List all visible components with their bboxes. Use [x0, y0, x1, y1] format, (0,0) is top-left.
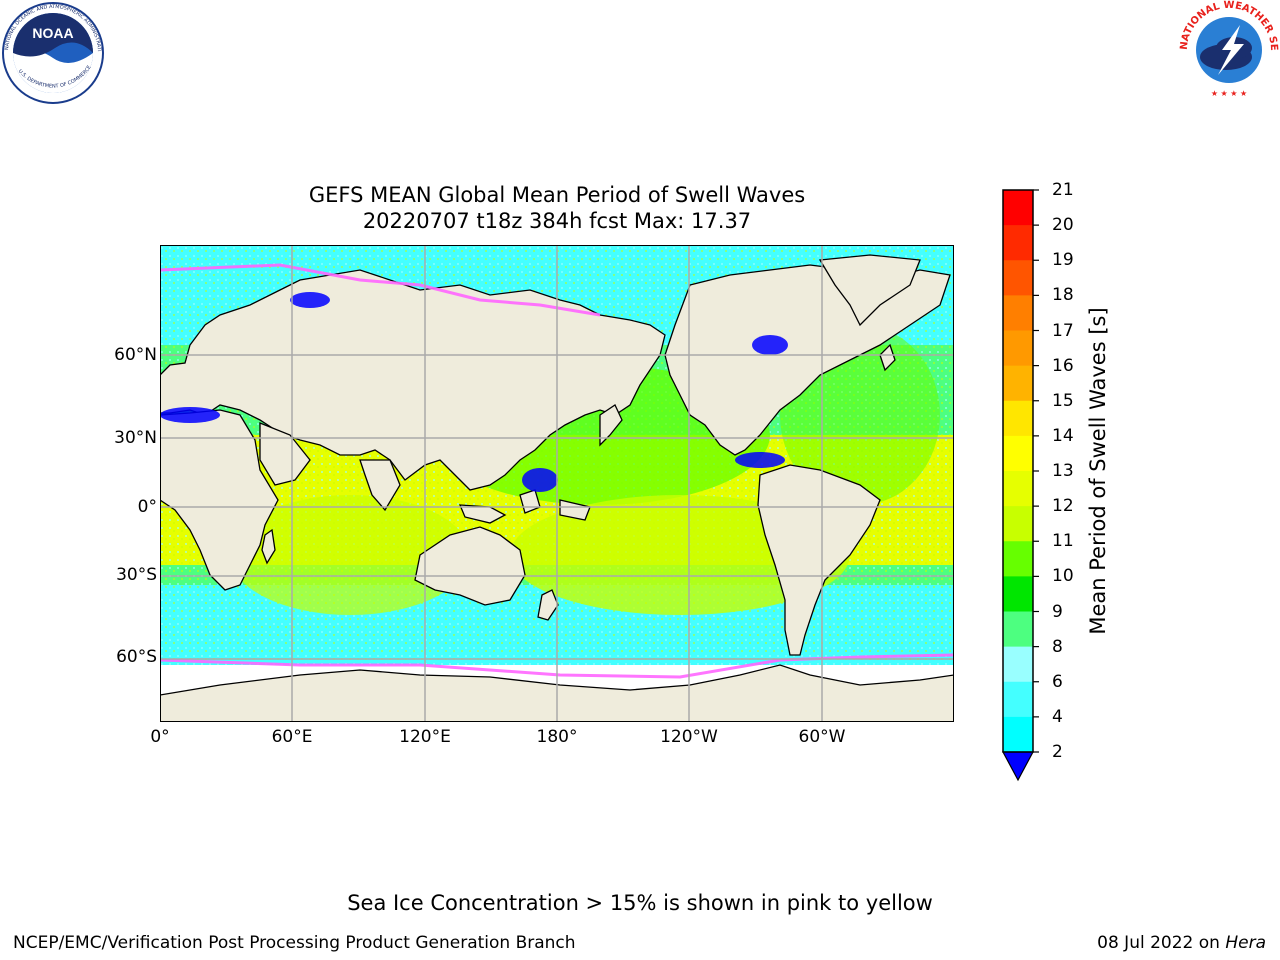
lat-label-30s: 30°S	[116, 565, 157, 585]
land-south-america	[757, 464, 881, 656]
patch-south-china-sea	[522, 468, 558, 492]
land-new-zealand	[537, 589, 559, 621]
colorbar-tick-label: 2	[1052, 742, 1063, 762]
colorbar-segment	[1003, 471, 1033, 507]
ice-edge-antarctic	[160, 653, 954, 679]
patch-mediterranean	[160, 407, 220, 423]
chart-subtitle: 20220707 t18z 384h fcst Max: 17.37	[362, 209, 752, 233]
colorbar-segment	[1003, 506, 1033, 542]
lon-label-0: 0°	[150, 727, 170, 747]
colorbar-segment	[1003, 295, 1033, 331]
land-greenland	[818, 254, 921, 327]
colorbar-tick-label: 14	[1052, 425, 1074, 446]
ice-edge-arctic	[160, 263, 601, 317]
sea-ice-note: Sea Ice Concentration > 15% is shown in …	[347, 891, 933, 915]
land-british-isles	[879, 343, 896, 372]
colorbar-tick-label: 8	[1052, 636, 1063, 657]
colorbar-segment	[1003, 435, 1033, 472]
lat-label-eq: 0°	[137, 497, 157, 517]
colorbar-tick-label: 19	[1052, 250, 1074, 271]
land-africa	[160, 409, 279, 591]
footer-organization: NCEP/EMC/Verification Post Processing Pr…	[13, 933, 576, 953]
noaa-logo: NOAA NATIONAL OCEANIC AND ATMOSPHERIC AD…	[0, 0, 104, 104]
colorbar-label: Mean Period of Swell Waves [s]	[1086, 307, 1110, 635]
land-papua	[559, 499, 591, 521]
colorbar-tick-label: 21	[1052, 180, 1074, 200]
colorbar-segment	[1003, 260, 1033, 296]
colorbar-tick-label: 16	[1052, 355, 1074, 376]
colorbar-extend-arrow	[1001, 751, 1035, 782]
colorbar-segment	[1003, 646, 1033, 683]
lat-label-30n: 30°N	[114, 428, 157, 448]
colorbar-tick-label: 6	[1052, 671, 1063, 692]
lon-label-60w: 60°W	[798, 727, 846, 747]
colorbar-segment	[1003, 330, 1033, 367]
footer-host: Hera	[1225, 933, 1266, 953]
land-india	[359, 459, 401, 512]
chart-title: GEFS MEAN Global Mean Period of Swell Wa…	[308, 183, 806, 207]
colorbar-segment	[1003, 190, 1033, 226]
colorbar-segment	[1003, 576, 1033, 612]
colorbar-segment	[1003, 365, 1033, 402]
patch-hudson	[752, 335, 788, 355]
lat-label-60n: 60°N	[114, 345, 157, 365]
colorbar	[1001, 189, 1039, 782]
nws-logo: NATIONAL WEATHER SERVICE ★ ★ ★ ★	[1178, 0, 1279, 98]
indian-ocean-zone	[230, 495, 470, 615]
colorbar-tick-label: 10	[1052, 566, 1074, 587]
colorbar-segment	[1003, 541, 1033, 577]
lon-label-120e: 120°E	[399, 727, 451, 747]
lon-label-120w: 120°W	[660, 727, 718, 747]
colorbar-tick-label: 13	[1052, 461, 1074, 481]
colorbar-tick-label: 15	[1052, 390, 1074, 411]
colorbar-segment	[1003, 611, 1033, 648]
land-japan	[599, 404, 623, 447]
patch-arctic-kara	[290, 292, 330, 308]
colorbar-tick-label: 11	[1052, 531, 1074, 552]
colorbar-tick-label: 17	[1052, 320, 1074, 341]
lon-label-180: 180°	[536, 727, 578, 747]
swell-period-map	[160, 245, 954, 722]
colorbar-tick-label: 20	[1052, 215, 1074, 236]
lat-label-60s: 60°S	[116, 647, 157, 667]
colorbar-segment	[1003, 400, 1033, 437]
lon-label-60e: 60°E	[271, 727, 313, 747]
colorbar-segment	[1003, 716, 1033, 753]
land-australia	[414, 526, 526, 606]
colorbar-segment	[1003, 681, 1033, 718]
colorbar-tick-label: 12	[1052, 496, 1074, 517]
colorbar-tick-label: 9	[1052, 601, 1063, 622]
colorbar-tick-label: 18	[1052, 285, 1074, 306]
colorbar-segment	[1003, 225, 1033, 261]
footer-date-text: 08 Jul 2022 on	[1097, 933, 1220, 953]
noaa-logo-text: NOAA	[32, 25, 73, 41]
footer-date: 08 Jul 2022 on Hera	[1097, 933, 1266, 953]
patch-caribbean	[735, 452, 785, 468]
colorbar-tick-label: 4	[1052, 706, 1063, 727]
nws-stars-icon: ★ ★ ★ ★	[1211, 89, 1247, 98]
land-madagascar	[261, 528, 276, 565]
